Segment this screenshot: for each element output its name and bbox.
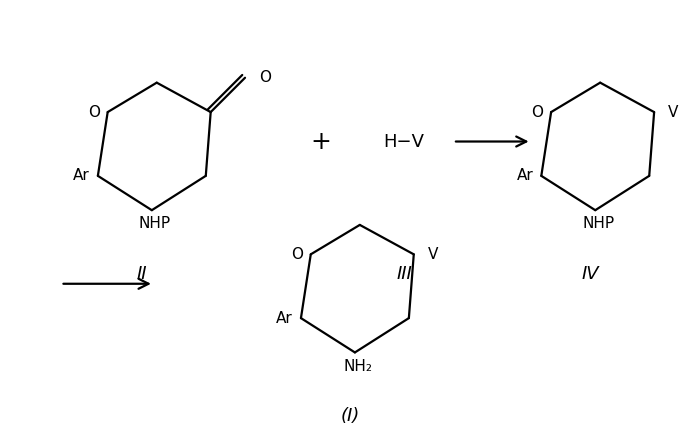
Text: (I): (I): [340, 407, 360, 425]
Text: Ar: Ar: [276, 311, 293, 326]
Text: H−V: H−V: [384, 132, 424, 150]
Text: O: O: [291, 247, 303, 262]
Text: O: O: [88, 105, 100, 120]
Text: Ar: Ar: [74, 169, 90, 183]
Text: NH₂: NH₂: [343, 359, 372, 374]
Text: Ar: Ar: [517, 169, 533, 183]
Text: II: II: [136, 265, 147, 283]
Text: O: O: [531, 105, 543, 120]
Text: V: V: [668, 105, 678, 120]
Text: NHP: NHP: [139, 216, 171, 231]
Text: IV: IV: [582, 265, 599, 283]
Text: III: III: [396, 265, 412, 283]
Text: O: O: [259, 70, 271, 85]
Text: NHP: NHP: [582, 216, 615, 231]
Text: +: +: [310, 129, 331, 154]
Text: V: V: [428, 247, 438, 262]
